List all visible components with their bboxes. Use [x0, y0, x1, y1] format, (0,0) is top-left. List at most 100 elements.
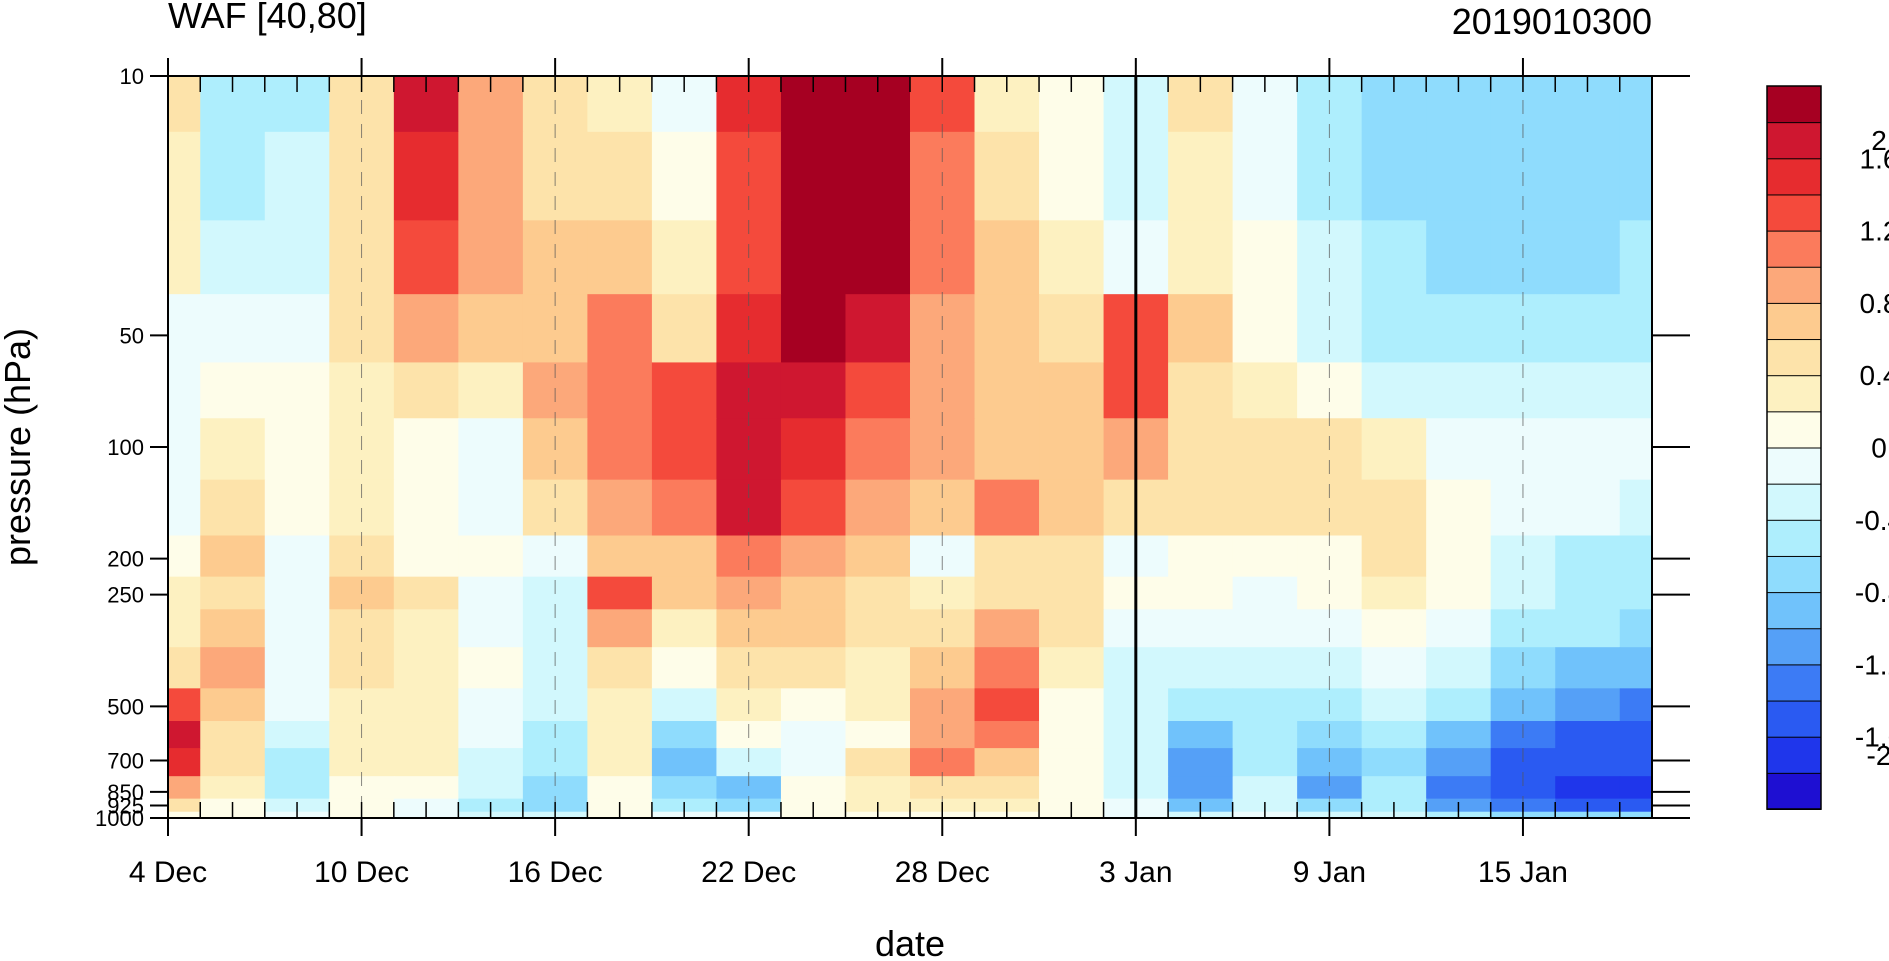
heatmap-cell	[168, 798, 201, 813]
heatmap-cell	[1426, 609, 1492, 648]
heatmap-cell	[845, 220, 911, 295]
heatmap-cell	[1039, 294, 1105, 364]
heatmap-cell	[200, 294, 266, 364]
heatmap-cell	[200, 418, 266, 481]
heatmap-cell	[1361, 647, 1427, 689]
heatmap-cell	[780, 362, 847, 419]
colorbar-swatch	[1766, 230, 1822, 268]
heatmap-cell	[1232, 220, 1298, 295]
heatmap-cell	[458, 609, 524, 648]
heatmap-cell	[200, 776, 266, 800]
heatmap-cell	[1619, 647, 1652, 689]
heatmap-cell	[1232, 776, 1298, 800]
heatmap-cell	[1426, 748, 1492, 777]
heatmap-cell	[1555, 362, 1621, 419]
heatmap-cell	[974, 688, 1040, 722]
heatmap-cell	[780, 688, 847, 722]
heatmap-cell	[1361, 131, 1427, 221]
heatmap-cell	[845, 576, 911, 610]
x-tick-label: 3 Jan	[1099, 856, 1172, 889]
heatmap-cell	[1426, 688, 1492, 722]
heatmap-cell	[1232, 688, 1298, 722]
colorbar-swatch	[1766, 374, 1822, 413]
heatmap-cell	[910, 776, 976, 800]
heatmap-cell	[780, 220, 847, 295]
y-tick-label: 1000	[95, 806, 144, 831]
heatmap-cell	[974, 362, 1040, 419]
heatmap-cell	[200, 748, 266, 777]
colorbar-label: -0.8	[1855, 577, 1889, 608]
heatmap-cell	[587, 418, 653, 481]
heatmap-cell	[393, 647, 459, 689]
colorbar-swatch	[1766, 121, 1822, 160]
heatmap-cell	[974, 131, 1040, 221]
heatmap-cell	[651, 776, 718, 800]
heatmap-cell	[651, 576, 718, 610]
heatmap-cell	[1039, 688, 1105, 722]
heatmap-cell	[845, 535, 911, 578]
colorbar-label: 0.4	[1860, 360, 1889, 391]
heatmap-cell	[200, 131, 266, 221]
heatmap-cell	[200, 647, 266, 689]
heatmap-cell	[974, 479, 1040, 537]
heatmap-cell	[1168, 609, 1234, 648]
heatmap-cell	[393, 688, 459, 722]
heatmap-cell	[651, 748, 718, 777]
heatmap-cell	[264, 721, 330, 749]
heatmap-cell	[1555, 748, 1621, 777]
heatmap-cell	[587, 294, 653, 364]
heatmap-cell	[1168, 776, 1234, 800]
heatmap-cell	[974, 535, 1040, 578]
heatmap-cell	[1232, 721, 1298, 749]
heatmap-cell	[1232, 479, 1298, 537]
heatmap-cell	[393, 776, 459, 800]
colorbar-label: 0	[1871, 433, 1887, 464]
heatmap-cell	[1426, 479, 1492, 537]
heatmap-cell	[780, 294, 847, 364]
heatmap-cell	[1426, 535, 1492, 578]
heatmap-cell	[651, 479, 718, 537]
heatmap-cell	[1361, 294, 1427, 364]
heatmap-cell	[1168, 362, 1234, 419]
heatmap-cell	[1555, 418, 1621, 481]
heatmap-cell	[974, 776, 1040, 800]
heatmap-cell	[200, 576, 266, 610]
heatmap-cell	[168, 647, 201, 689]
heatmap-cell	[1039, 647, 1105, 689]
heatmap-cell	[1232, 535, 1298, 578]
colorbar-swatch	[1766, 736, 1822, 774]
heatmap-cell	[845, 362, 911, 419]
heatmap-cell	[1168, 294, 1234, 364]
heatmap-cell	[1619, 131, 1652, 221]
heatmap-cell	[780, 748, 847, 777]
heatmap-cell	[1232, 647, 1298, 689]
heatmap-cell	[393, 294, 459, 364]
heatmap-cell	[1039, 576, 1105, 610]
heatmap-cell	[1361, 479, 1427, 537]
x-tick-label: 16 Dec	[508, 856, 603, 889]
heatmap-cell	[168, 688, 201, 722]
heatmap-cell	[200, 220, 266, 295]
heatmap-cell	[458, 576, 524, 610]
heatmap-cell	[1490, 776, 1556, 800]
heatmap-cell	[1168, 688, 1234, 722]
heatmap-cell	[458, 220, 524, 295]
heatmap-cell	[168, 362, 201, 419]
heatmap-cell	[1168, 535, 1234, 578]
colorbar-swatch	[1766, 772, 1822, 810]
heatmap-cell	[587, 748, 653, 777]
heatmap-cell	[1619, 418, 1652, 481]
heatmap-cell	[974, 748, 1040, 777]
x-tick-label: 28 Dec	[895, 856, 990, 889]
heatmap-cell	[1619, 479, 1652, 537]
heatmap-cell	[1361, 609, 1427, 648]
heatmap-cell	[264, 576, 330, 610]
colorbar-swatch	[1766, 85, 1822, 124]
heatmap-cell	[264, 479, 330, 537]
heatmap-cell	[393, 576, 459, 610]
colorbar-swatch	[1766, 663, 1822, 702]
heatmap-cell	[1232, 748, 1298, 777]
heatmap-cell	[587, 535, 653, 578]
heatmap-cell	[393, 609, 459, 648]
y-tick-label: 700	[107, 749, 144, 774]
